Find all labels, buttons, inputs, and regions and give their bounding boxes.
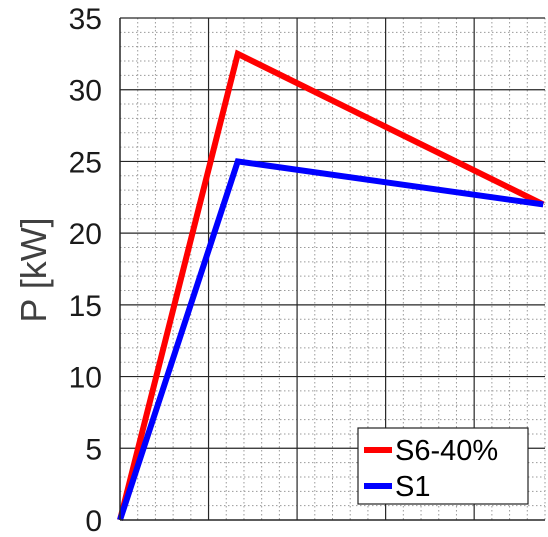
legend-label: S1 (395, 471, 430, 503)
y-tick-label: 30 (69, 75, 102, 108)
series-layer (117, 49, 545, 521)
axes (119, 18, 545, 521)
y-tick-label: 5 (85, 433, 102, 466)
legend-label: S6-40% (395, 435, 498, 467)
y-tick-label: 15 (69, 290, 102, 323)
major-grid (120, 17, 545, 520)
y-tick-labels: 0 5 10 15 20 25 30 35 (69, 3, 102, 537)
minor-grid (120, 18, 546, 520)
legend: S6-40% S1 (357, 427, 529, 505)
y-tick-label: 25 (69, 146, 102, 179)
series-line (117, 158, 544, 521)
legend-box (357, 427, 529, 505)
series-line (117, 49, 545, 521)
y-tick-label: 20 (69, 218, 102, 251)
y-tick-label: 10 (69, 362, 102, 395)
y-axis-title: P [kW] (13, 217, 54, 322)
y-tick-label: 35 (69, 3, 102, 36)
y-tick-label: 0 (85, 505, 102, 537)
